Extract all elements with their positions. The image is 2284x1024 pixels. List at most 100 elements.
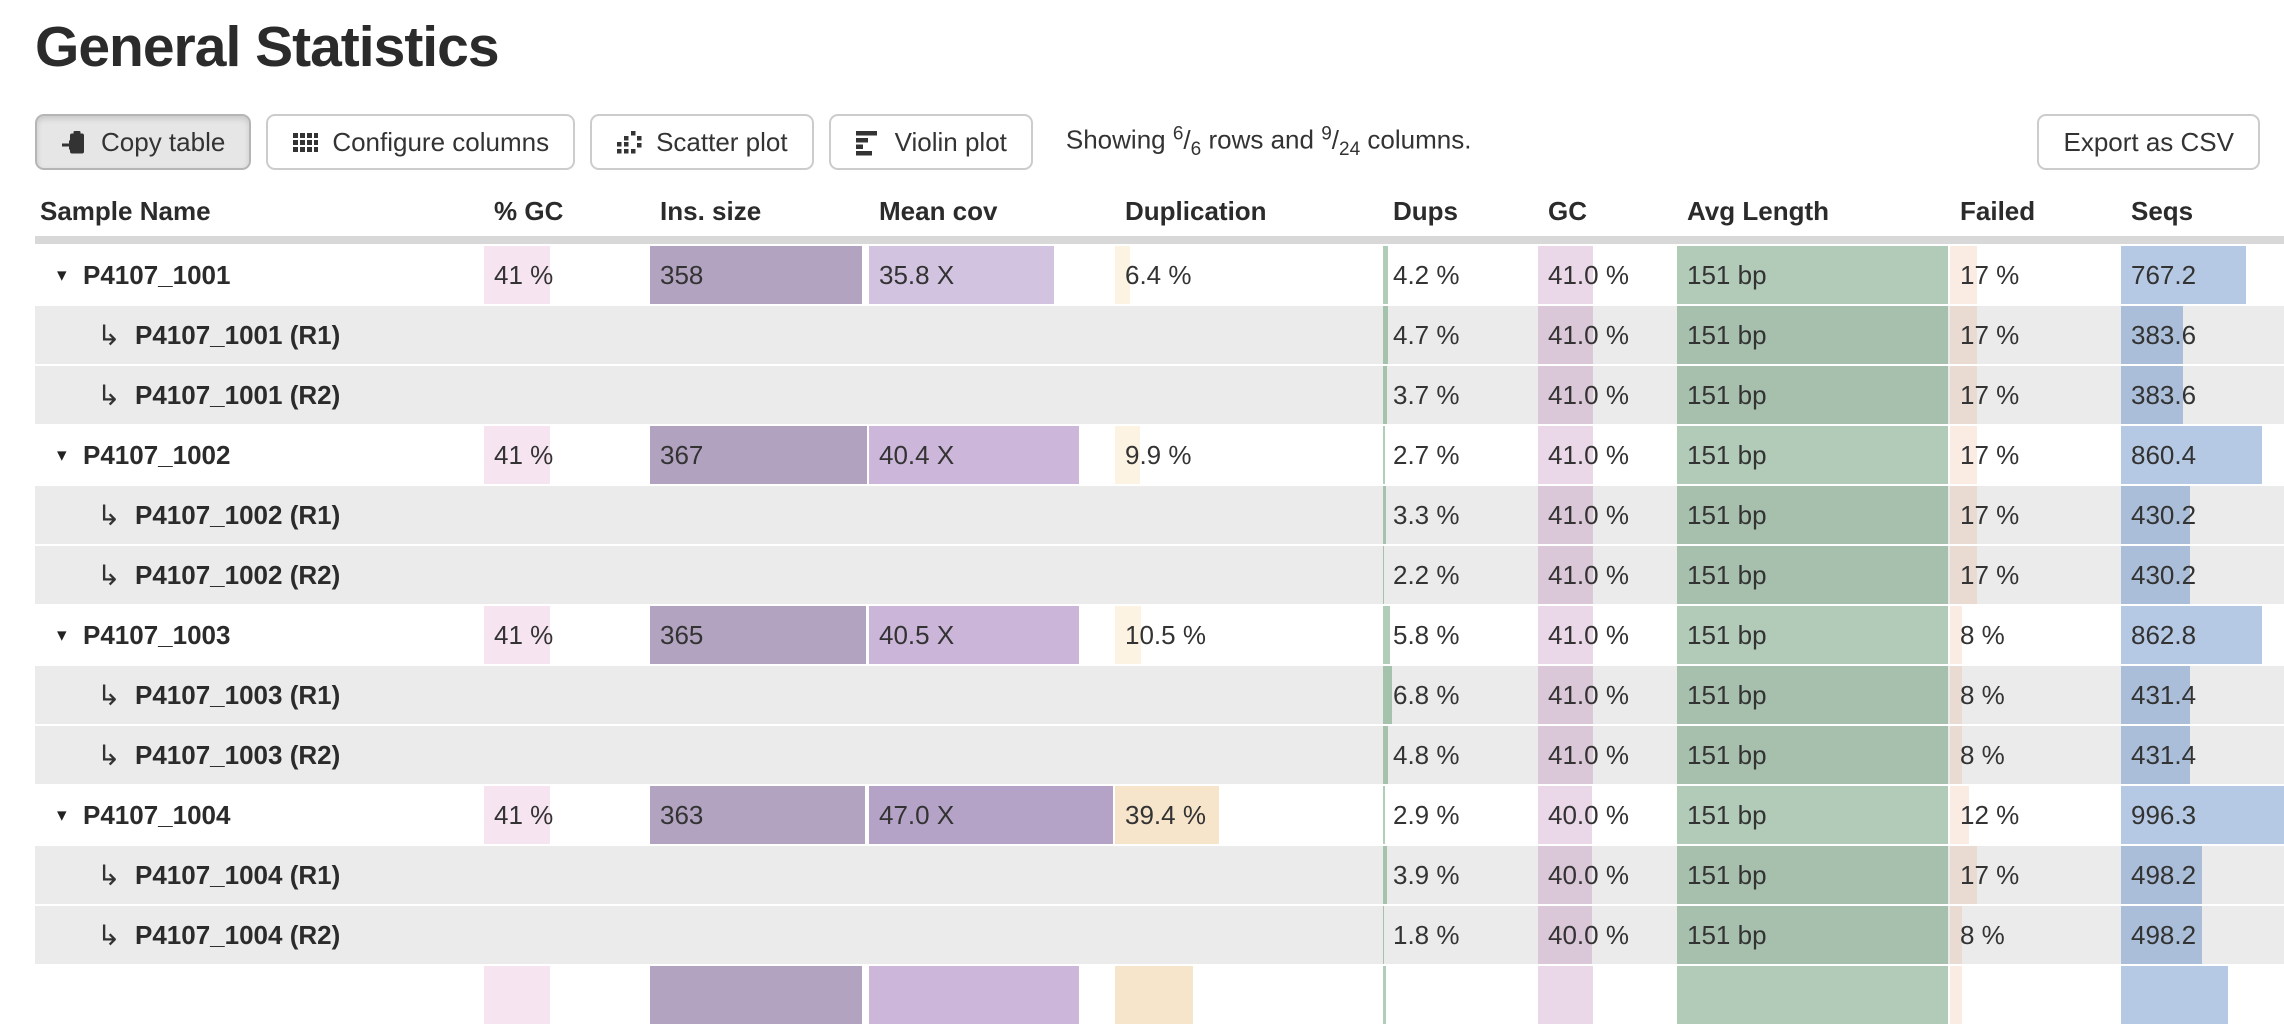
data-bar [1677, 786, 1948, 844]
cell-value: 358 [660, 259, 704, 290]
rows-fraction: 6/6 [1172, 123, 1202, 160]
cell-sample-name: ▾ P4107_1004 [35, 786, 482, 844]
cell-value: 8 % [1960, 919, 2005, 950]
cell-avg-length [1675, 966, 1948, 1024]
cell-failed: 8 % [1948, 726, 2119, 784]
column-header-mean-cov[interactable]: Mean cov [879, 196, 998, 226]
cell-value: 996.3 [2131, 799, 2197, 830]
subrow-arrow-icon: ↳ [97, 919, 121, 951]
column-header-duplication[interactable]: Duplication [1125, 196, 1267, 226]
cell-mean-cov: 47.0 X [867, 786, 1113, 844]
data-bar [650, 606, 866, 664]
cell-pct-gc: 41 % [482, 426, 648, 484]
cell-mean-cov [867, 666, 1113, 724]
cell-value: 41.0 % [1548, 739, 1629, 770]
data-bar [1538, 726, 1593, 784]
expand-caret-icon[interactable]: ▾ [57, 444, 67, 466]
data-bar [869, 606, 1080, 664]
cell-value: 17 % [1960, 439, 2020, 470]
cell-duplication [1113, 486, 1381, 544]
data-bar [1383, 366, 1387, 424]
cell-duplication [1113, 546, 1381, 604]
cell-avg-length: 151 bp [1675, 606, 1948, 664]
export-csv-button[interactable]: Export as CSV [2037, 114, 2260, 170]
button-label: Copy table [101, 126, 226, 157]
cell-value: 41.0 % [1548, 619, 1629, 650]
expand-caret-icon[interactable]: ▾ [57, 624, 67, 646]
column-header-failed[interactable]: Failed [1960, 196, 2036, 226]
cell-duplication [1113, 306, 1381, 364]
cell-sample-name: ↳ P4107_1001 (R1) [35, 306, 482, 364]
data-bar [1538, 546, 1593, 604]
data-bar [1950, 546, 1978, 604]
cell-seqs: 498.2 [2119, 906, 2284, 964]
cell-seqs: 383.6 [2119, 366, 2284, 424]
toolbar: Copy table Configure columns Scatter plot V… [35, 114, 2260, 170]
data-bar [1115, 426, 1140, 484]
scatter-plot-button[interactable]: Scatter plot [590, 114, 814, 170]
data-bar [2121, 846, 2202, 904]
column-header-ins-size[interactable]: Ins. size [660, 196, 762, 226]
data-bar [484, 606, 551, 664]
expand-caret-icon[interactable]: ▾ [57, 264, 67, 286]
cell-value: 40.0 % [1548, 919, 1629, 950]
cell-duplication [1113, 366, 1381, 424]
data-bar [1677, 486, 1948, 544]
cell-value: 17 % [1960, 379, 2020, 410]
cell-ins-size: 363 [648, 786, 867, 844]
cell-ins-size: 367 [648, 426, 867, 484]
cell-value: 41.0 % [1548, 439, 1629, 470]
configure-columns-button[interactable]: Configure columns [266, 114, 576, 170]
cell-seqs: 860.4 [2119, 426, 2284, 484]
table-subrow: ↳ P4107_1001 (R1) 4.7 % 41.0 % 151 bp 17 % 383… [35, 304, 2284, 364]
cell-dups: 3.3 % [1381, 486, 1536, 544]
data-bar [1950, 666, 1962, 724]
cell-value: 39.4 % [1125, 799, 1206, 830]
cell-pct-gc [482, 366, 648, 424]
column-header-pct-gc[interactable]: % GC [494, 196, 564, 226]
data-bar [1538, 486, 1593, 544]
cell-ins-size [648, 726, 867, 784]
data-bar [1950, 846, 1978, 904]
table-subrow: ↳ P4107_1002 (R2) 2.2 % 41.0 % 151 bp 17 % 430… [35, 544, 2284, 604]
data-bar [1950, 426, 1978, 484]
cell-value: 3.3 % [1393, 499, 1460, 530]
expand-caret-icon[interactable]: ▾ [57, 804, 67, 826]
copy-table-button[interactable]: Copy table [35, 114, 252, 170]
table-row: ▾ P4107_1004 41 % 363 47.0 X 39.4 % 2.9 % 40.0 … [35, 784, 2284, 844]
cell-duplication: 39.4 % [1113, 786, 1381, 844]
data-bar [1538, 786, 1592, 844]
grid-icon [292, 129, 319, 156]
cell-value: 6.4 % [1125, 259, 1192, 290]
cell-value: 17 % [1960, 859, 2020, 890]
column-header-sample[interactable]: Sample Name [40, 196, 211, 226]
data-bar [650, 246, 862, 304]
table-subrow: ↳ P4107_1004 (R2) 1.8 % 40.0 % 151 bp 8 % 498.… [35, 904, 2284, 964]
sample-name: P4107_1001 (R1) [135, 319, 341, 350]
table-subrow: ↳ P4107_1003 (R1) 6.8 % 41.0 % 151 bp 8 % 431.… [35, 664, 2284, 724]
data-bar [1383, 426, 1386, 484]
data-bar [1383, 306, 1389, 364]
cell-value: 1.8 % [1393, 919, 1460, 950]
column-header-gc[interactable]: GC [1548, 196, 1587, 226]
button-label: Violin plot [894, 126, 1007, 157]
cell-gc: 41.0 % [1536, 726, 1675, 784]
cell-value: 41.0 % [1548, 559, 1629, 590]
cell-ins-size [648, 306, 867, 364]
column-header-dups[interactable]: Dups [1393, 196, 1458, 226]
cell-duplication: 10.5 % [1113, 606, 1381, 664]
cell-value: 17 % [1960, 559, 2020, 590]
data-bar [1383, 546, 1385, 604]
cell-dups: 1.8 % [1381, 906, 1536, 964]
cell-value: 41.0 % [1548, 259, 1629, 290]
cell-sample-name: ↳ P4107_1002 (R1) [35, 486, 482, 544]
violin-plot-button[interactable]: Violin plot [828, 114, 1033, 170]
cell-value: 41.0 % [1548, 319, 1629, 350]
column-header-avg-length[interactable]: Avg Length [1687, 196, 1830, 226]
data-bar [869, 426, 1079, 484]
column-header-seqs[interactable]: Seqs [2131, 196, 2194, 226]
cell-value: 41.0 % [1548, 499, 1629, 530]
cell-dups: 3.9 % [1381, 846, 1536, 904]
cell-value: 151 bp [1687, 379, 1767, 410]
data-bar [869, 786, 1113, 844]
